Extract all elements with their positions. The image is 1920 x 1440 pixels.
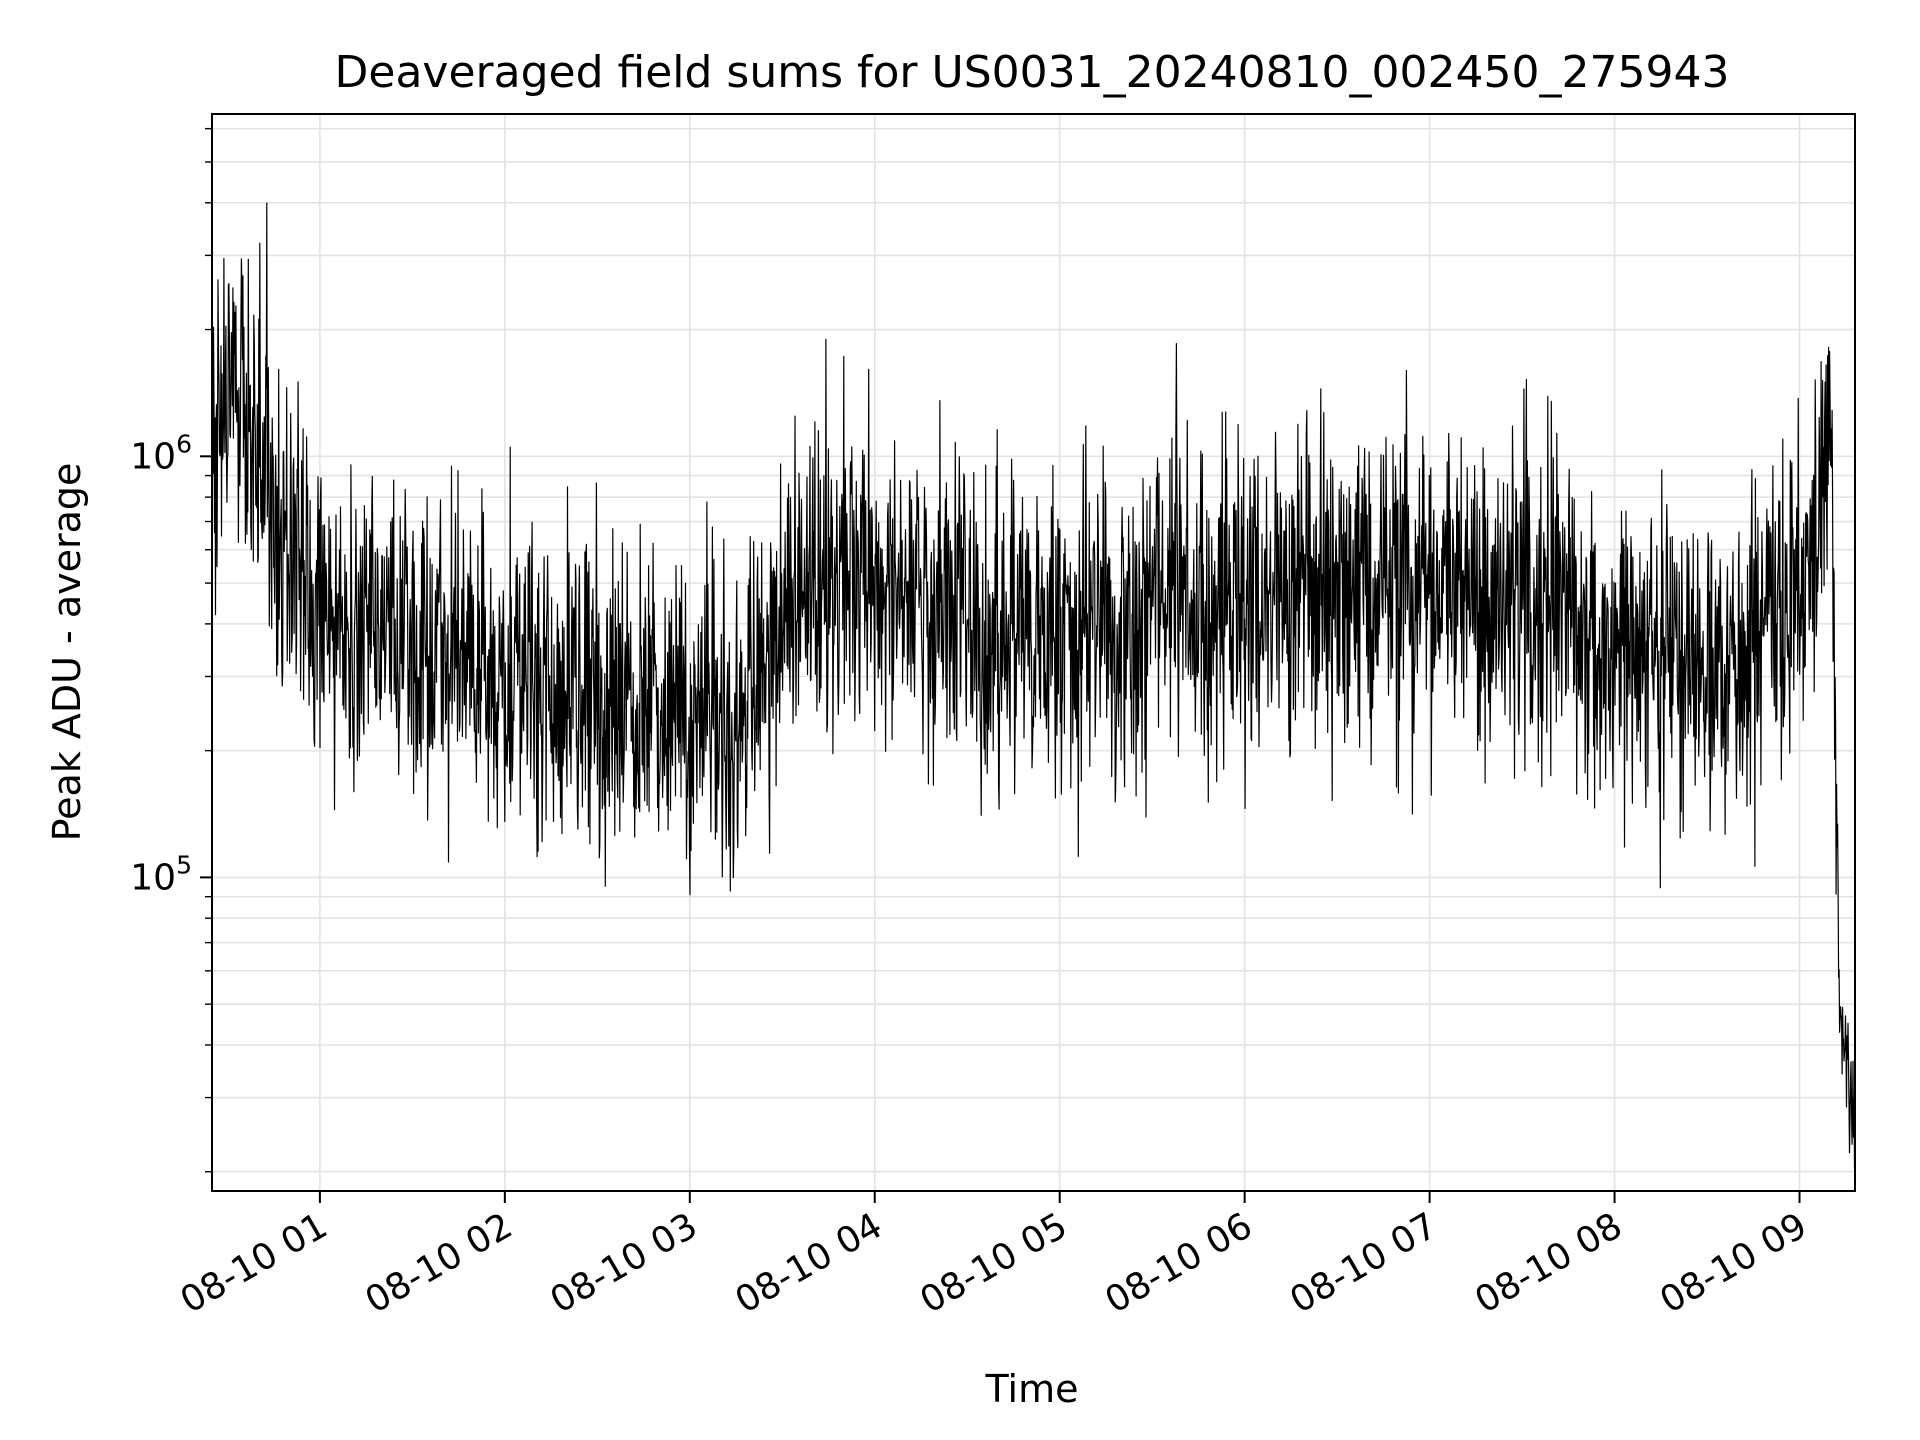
y-tick-label: 106: [130, 429, 192, 477]
plot-frame: [211, 113, 1856, 1192]
series-line: [211, 202, 1856, 1169]
y-axis-ticks: 105 106: [130, 127, 212, 1173]
x-axis-label: Time: [985, 1367, 1079, 1411]
y-axis-label: Peak ADU - average: [45, 463, 89, 842]
data-series: [211, 202, 1856, 1169]
chart-title: Deaveraged field sums for US0031_2024081…: [335, 47, 1730, 98]
y-tick-label: 105: [130, 850, 192, 898]
